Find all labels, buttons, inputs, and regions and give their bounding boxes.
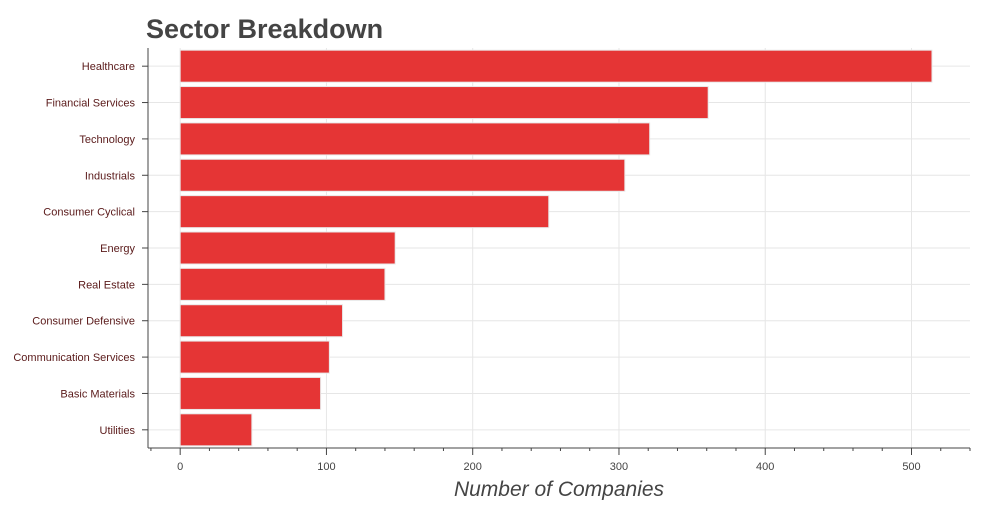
y-category-label: Consumer Defensive (32, 316, 135, 328)
bar (179, 49, 933, 83)
x-tick-label: 300 (610, 461, 628, 473)
y-category-label: Utilities (100, 425, 136, 437)
x-tick-label: 0 (177, 461, 183, 473)
y-category-label: Energy (100, 243, 135, 255)
y-category-label: Technology (79, 134, 135, 146)
bar (179, 413, 253, 447)
y-category-label: Financial Services (46, 98, 136, 110)
y-category-label: Communication Services (13, 352, 135, 364)
bar (179, 231, 396, 265)
bar (179, 122, 651, 156)
y-category-label: Basic Materials (60, 388, 135, 400)
x-tick-label: 500 (902, 461, 920, 473)
x-tick-label: 100 (317, 461, 335, 473)
category-labels: Healthcare Financial Services Technology In… (13, 61, 135, 437)
y-category-label: Healthcare (82, 61, 135, 73)
x-tick-label: 200 (464, 461, 482, 473)
y-category-label: Consumer Cyclical (43, 207, 135, 219)
axis-layer (142, 48, 971, 455)
bar (179, 340, 330, 374)
x-tick-label: 400 (756, 461, 774, 473)
y-category-label: Real Estate (78, 279, 135, 291)
bar (179, 304, 344, 338)
y-category-label: Industrials (85, 170, 136, 182)
chart-title: Sector Breakdown (146, 14, 383, 44)
bar (179, 158, 626, 192)
bars-layer (179, 49, 933, 447)
bar (179, 195, 550, 229)
bar (179, 376, 322, 410)
tick-labels: 0 100 200 300 400 500 (177, 461, 921, 473)
x-axis-label: Number of Companies (454, 478, 665, 500)
bar (179, 86, 709, 120)
bar (179, 267, 386, 301)
